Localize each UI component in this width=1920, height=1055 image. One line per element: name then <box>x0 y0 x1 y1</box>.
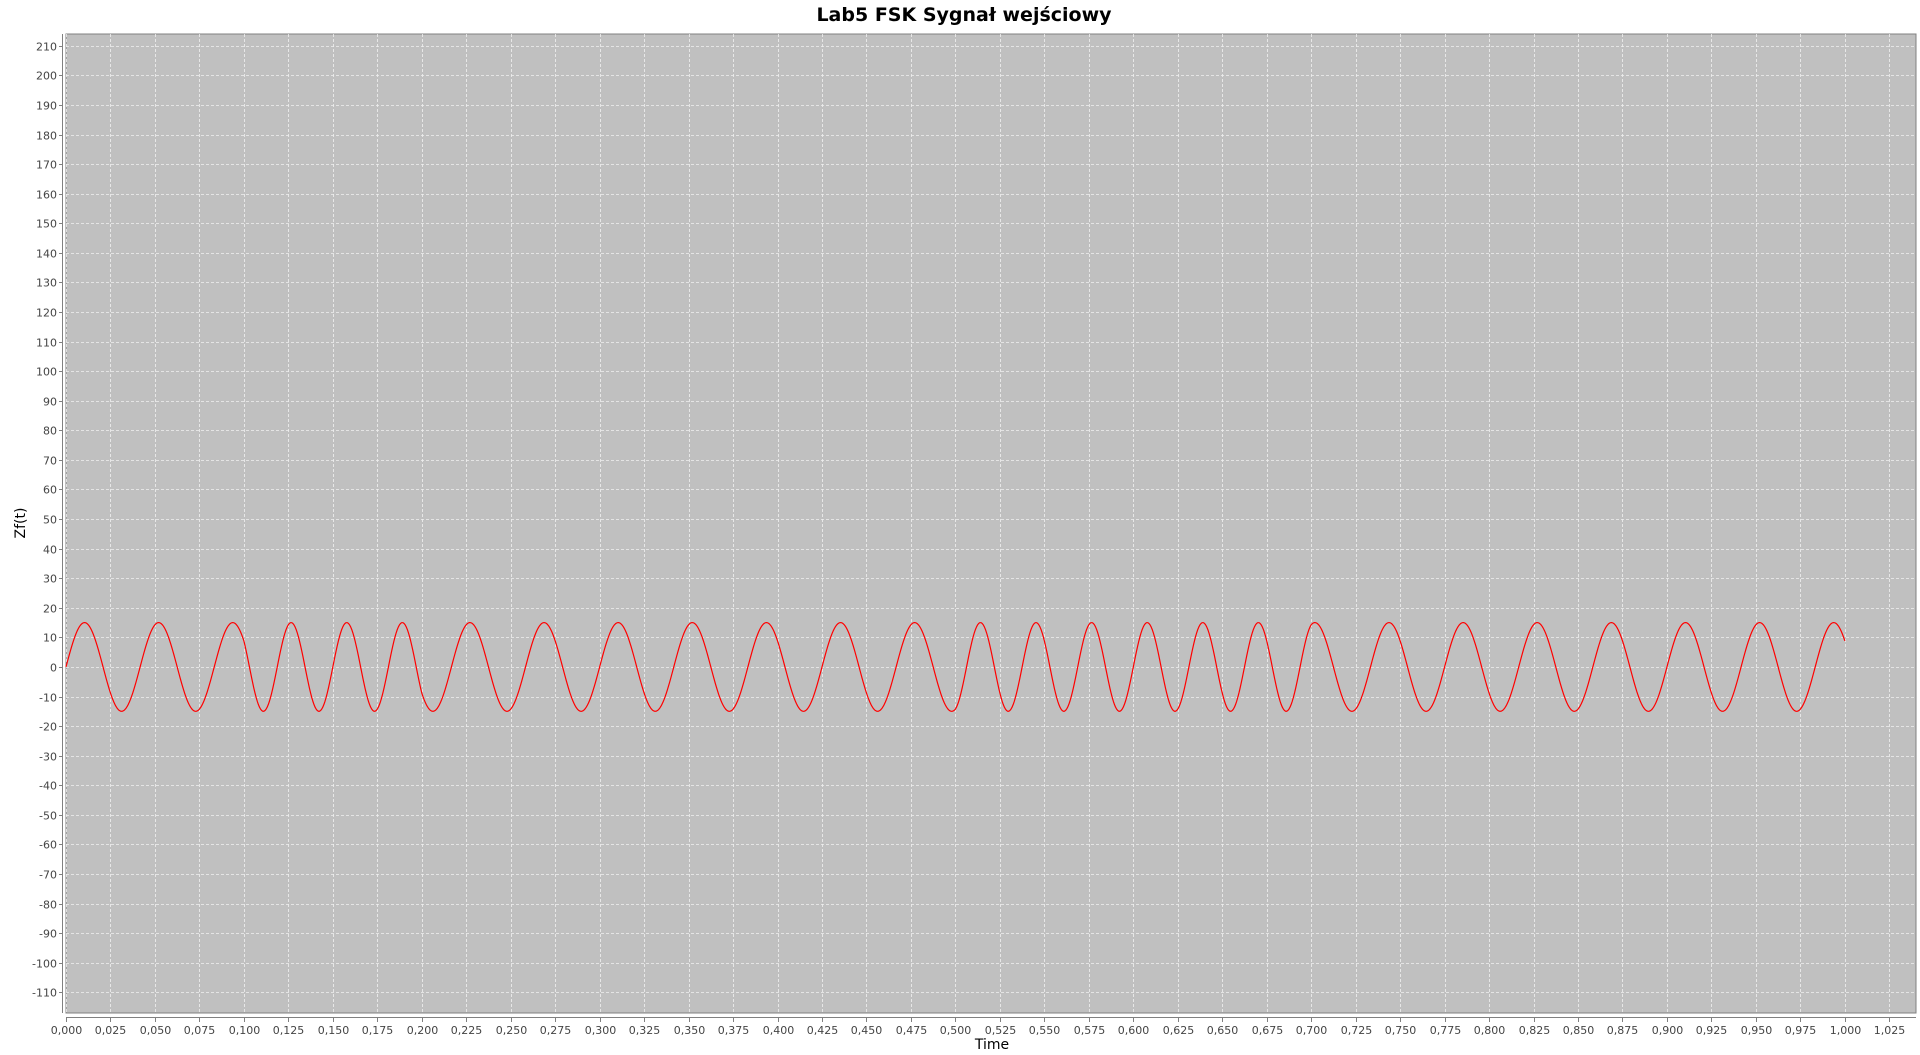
y-tick-label: 0 <box>50 662 57 675</box>
x-tick-label: 0,975 <box>1785 1024 1817 1037</box>
x-tick-label: 0,100 <box>229 1024 261 1037</box>
y-tick-label: 30 <box>43 573 57 586</box>
x-tick-label: 0,675 <box>1252 1024 1284 1037</box>
x-tick-label: 0,625 <box>1163 1024 1195 1037</box>
y-tick-label: 200 <box>36 70 57 83</box>
y-tick-label: 110 <box>36 337 57 350</box>
x-tick-label: 0,050 <box>140 1024 172 1037</box>
y-tick-label: 10 <box>43 632 57 645</box>
x-tick-label: 0,775 <box>1430 1024 1462 1037</box>
x-tick-label: 0,450 <box>851 1024 883 1037</box>
x-tick-label: 0,275 <box>540 1024 572 1037</box>
y-tick-label: 60 <box>43 484 57 497</box>
x-tick-label: 0,800 <box>1474 1024 1506 1037</box>
x-tick-label: 0,400 <box>763 1024 795 1037</box>
x-tick-label: 0,950 <box>1741 1024 1773 1037</box>
y-tick-label: 170 <box>36 159 57 172</box>
x-tick-label: 0,225 <box>451 1024 483 1037</box>
y-axis-label: Zf(t) <box>13 508 29 539</box>
y-tick-label: -60 <box>39 839 57 852</box>
x-tick-label: 0,525 <box>985 1024 1017 1037</box>
x-tick-label: 0,600 <box>1118 1024 1150 1037</box>
y-tick-label: 100 <box>36 366 57 379</box>
x-tick-label: 0,425 <box>807 1024 839 1037</box>
x-tick-label: 0,925 <box>1696 1024 1728 1037</box>
x-tick-label: 0,000 <box>51 1024 83 1037</box>
y-gridlines <box>66 46 1916 993</box>
x-tick-label: 0,900 <box>1652 1024 1684 1037</box>
x-tick-label: 0,125 <box>273 1024 305 1037</box>
y-tick-label: 130 <box>36 277 57 290</box>
plot-area <box>65 33 1917 1014</box>
x-tick-label: 0,850 <box>1563 1024 1595 1037</box>
x-tick-label: 0,825 <box>1519 1024 1551 1037</box>
x-tick-label: 0,150 <box>318 1024 350 1037</box>
y-tick-label: 20 <box>43 603 57 616</box>
y-tick-label: 180 <box>36 130 57 143</box>
x-axis-label: Time <box>974 1037 1009 1053</box>
y-tick-label: 90 <box>43 396 57 409</box>
x-tick-label: 1,025 <box>1874 1024 1906 1037</box>
y-tick-label: -100 <box>32 958 57 971</box>
x-tick-label: 0,475 <box>896 1024 928 1037</box>
signal-series-line <box>65 621 1846 712</box>
x-tick-label: 0,500 <box>940 1024 972 1037</box>
y-tick-label: -110 <box>32 987 57 1000</box>
x-axis-ticks: 0,000 0,025 0,050 0,075 0,100 0,125 0,150 0,175… <box>51 1018 1906 1037</box>
x-gridlines <box>66 34 1890 1013</box>
y-tick-label: 150 <box>36 218 57 231</box>
y-tick-label: 70 <box>43 455 57 468</box>
y-tick-label: 210 <box>36 41 57 54</box>
y-tick-label: -90 <box>39 928 57 941</box>
x-tick-label: 0,175 <box>362 1024 394 1037</box>
x-tick-label: 0,550 <box>1029 1024 1061 1037</box>
x-tick-label: 1,000 <box>1830 1024 1862 1037</box>
y-tick-label: -50 <box>39 810 57 823</box>
x-tick-label: 0,750 <box>1385 1024 1417 1037</box>
y-tick-label: 50 <box>43 514 57 527</box>
x-tick-label: 0,350 <box>674 1024 706 1037</box>
x-tick-label: 0,300 <box>585 1024 617 1037</box>
y-tick-label: -30 <box>39 751 57 764</box>
x-tick-label: 0,025 <box>95 1024 127 1037</box>
x-tick-label: 0,875 <box>1607 1024 1639 1037</box>
y-axis-ticks: 2102001901801701601501401301201101009080… <box>32 41 62 1000</box>
x-tick-label: 0,575 <box>1074 1024 1106 1037</box>
y-tick-label: -80 <box>39 899 57 912</box>
y-tick-label: 140 <box>36 248 57 261</box>
y-tick-label: 190 <box>36 100 57 113</box>
y-tick-label: 80 <box>43 425 57 438</box>
y-tick-label: -70 <box>39 869 57 882</box>
y-tick-label: 120 <box>36 307 57 320</box>
x-tick-label: 0,075 <box>184 1024 216 1037</box>
x-tick-label: 0,375 <box>718 1024 750 1037</box>
x-tick-label: 0,725 <box>1341 1024 1373 1037</box>
x-tick-label: 0,650 <box>1207 1024 1239 1037</box>
x-tick-label: 0,325 <box>629 1024 661 1037</box>
y-tick-label: -20 <box>39 721 57 734</box>
y-tick-label: -40 <box>39 780 57 793</box>
y-tick-label: -10 <box>39 692 57 705</box>
chart-title: Lab5 FSK Sygnał wejściowy <box>816 4 1112 26</box>
x-tick-label: 0,700 <box>1296 1024 1328 1037</box>
y-tick-label: 160 <box>36 189 57 202</box>
y-tick-label: 40 <box>43 544 57 557</box>
x-tick-label: 0,200 <box>407 1024 439 1037</box>
x-tick-label: 0,250 <box>496 1024 528 1037</box>
